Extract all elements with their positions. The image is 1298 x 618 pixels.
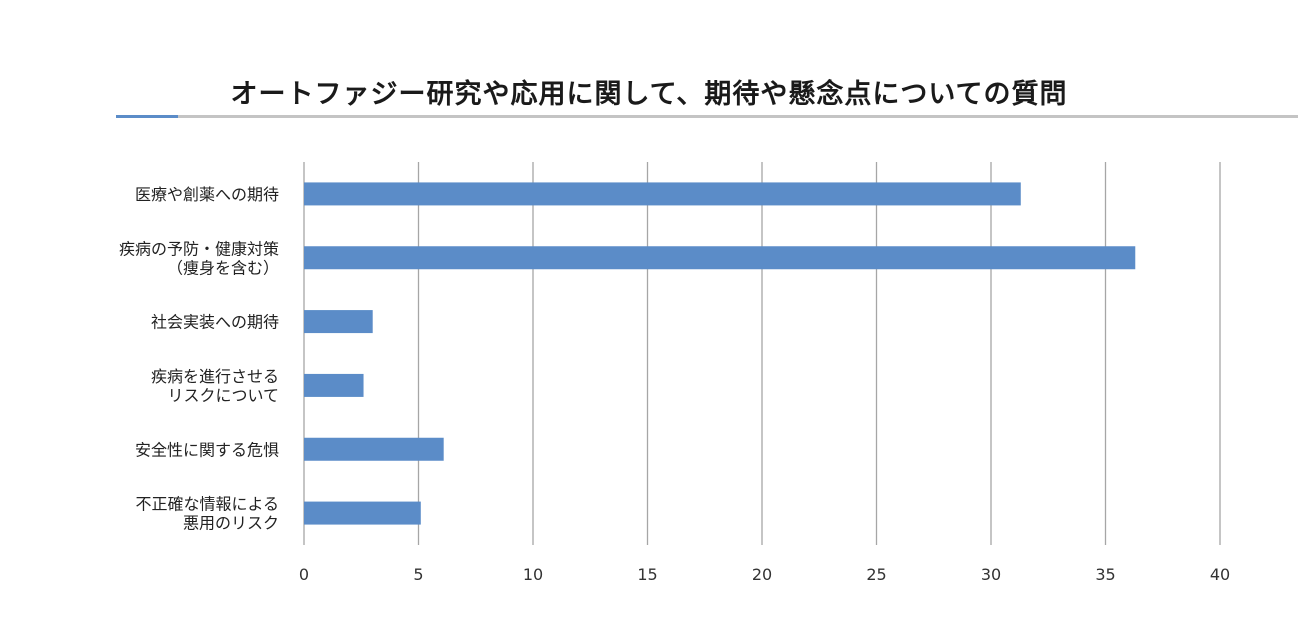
x-tick-labels: 0 5 10 15 20 25 30 35 40 — [299, 565, 1230, 584]
category-label: 疾病を進行させる — [151, 367, 279, 386]
category-label: 社会実装への期待 — [151, 313, 279, 332]
category-label: 医療や創薬への期待 — [135, 185, 279, 204]
title-underline — [116, 115, 1298, 118]
gridlines — [303, 162, 1221, 545]
chart-title: オートファジー研究や応用に関して、期待や懸念点についての質問 — [230, 79, 1068, 110]
category-label: 安全性に関する危惧 — [135, 440, 279, 459]
bar — [304, 373, 364, 397]
bar — [304, 310, 373, 334]
category-label: 不正確な情報による — [135, 495, 279, 514]
bar — [304, 437, 444, 461]
category-label: 悪用のリスク — [183, 514, 279, 533]
category-label: リスクについて — [167, 386, 279, 405]
x-tick-label: 30 — [981, 565, 1001, 584]
category-label: （痩身を含む） — [167, 258, 279, 277]
x-tick-label: 10 — [523, 565, 543, 584]
x-tick-label: 25 — [866, 565, 886, 584]
bar — [304, 182, 1021, 206]
x-tick-label: 20 — [752, 565, 772, 584]
category-label: 疾病の予防・健康対策 — [119, 239, 279, 258]
x-tick-label: 15 — [637, 565, 657, 584]
bars — [304, 182, 1136, 525]
bar — [304, 246, 1136, 270]
x-tick-label: 0 — [299, 565, 309, 584]
title-underline-accent — [116, 115, 178, 118]
x-tick-label: 40 — [1210, 565, 1230, 584]
x-tick-label: 5 — [413, 565, 423, 584]
bar — [304, 501, 421, 525]
x-tick-label: 35 — [1095, 565, 1115, 584]
